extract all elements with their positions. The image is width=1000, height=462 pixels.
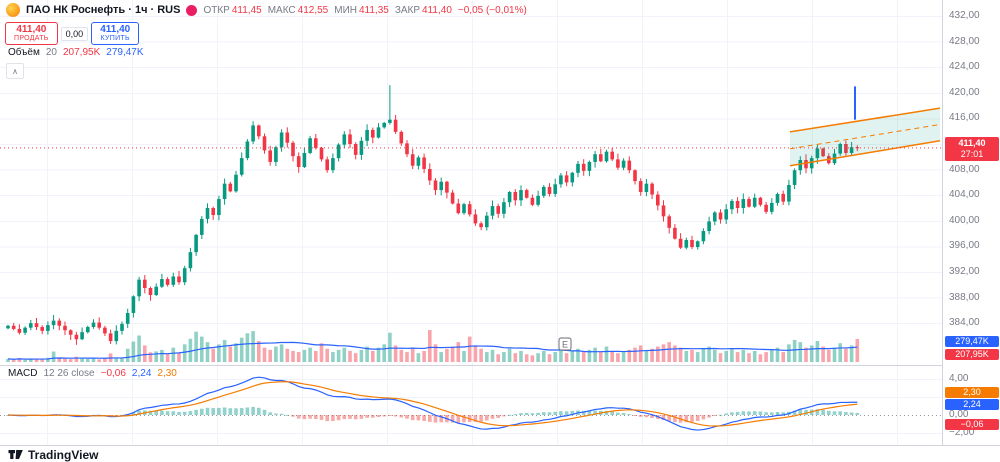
price-axis-label: 396,00 [949,240,980,252]
macd-hist-value: −0,06 [100,368,126,379]
price-axis-label: 392,00 [949,266,980,277]
close-value: 411,40 [422,4,452,16]
chevron-up-icon: ∧ [12,66,18,76]
tradingview-logo-text: TradingView [28,447,99,462]
buy-button[interactable]: 411,40 КУПИТЬ [91,22,140,45]
symbol-legend: ПАО НК Роснефть · 1ч · RUS ОТКР 411,45 МА… [6,3,527,17]
low-value: 411,35 [358,4,389,16]
price-axis-label: 416,00 [949,112,980,124]
candles [6,85,860,345]
volume-legend[interactable]: Объём 20 207,95K 279,47K [8,47,144,58]
macd-signal-badge: 2,30 [945,387,999,398]
trade-panel: 411,40 ПРОДАТЬ 0,00 411,40 КУПИТЬ [5,22,140,45]
symbol-title[interactable]: ПАО НК Роснефть · 1ч · RUS [26,4,181,16]
macd-axis-label: 0,00 [949,409,969,420]
tradingview-logo-icon [8,450,23,459]
price-axis-label: 388,00 [949,291,980,303]
chart-canvas[interactable]: E [0,0,942,445]
current-price-value: 411,40 [958,138,986,148]
volume-name: Объём [8,47,40,58]
spread-value: 0,00 [60,26,89,41]
macd-signal-value: 2,30 [157,368,177,379]
data-provider-icon [186,4,198,16]
volume-ma-badge: 279,47K [945,336,999,347]
buy-label: КУПИТЬ [100,35,130,42]
price-axis-label: 428,00 [949,35,980,47]
price-axis-label: 424,00 [949,61,980,73]
price-axis-label: 408,00 [949,163,980,175]
buy-price: 411,40 [100,24,131,35]
macd-axis-label: 4,00 [949,373,969,384]
open-label: ОТКР [203,4,230,16]
symbol-logo-icon [6,3,20,17]
macd-line-badge: 2,24 [945,399,999,410]
volume-current-badge: 207,95K [945,349,999,360]
volume-bars [6,330,860,362]
price-axis-label: 384,00 [949,317,980,329]
macd-hist-badge: −0,06 [945,419,999,430]
volume-ma-line [7,341,858,360]
tradingview-logo[interactable]: TradingView [8,447,98,462]
price-axis[interactable]: 411,40 27:01 279,47K 207,95K 2,30 2,24 −… [942,0,1000,445]
pane-collapse-button[interactable]: ∧ [6,63,24,79]
volume-value: 207,95K [63,47,101,58]
open-value: 411,45 [231,4,262,16]
macd-line-value: 2,24 [131,368,152,379]
macd-axis-label: −2,00 [949,427,975,438]
high-value: 412,55 [297,4,329,16]
event-marker-label: E [562,340,568,350]
high-label: МАКС [267,4,296,16]
macd-line [7,376,858,431]
sell-label: ПРОДАТЬ [14,35,49,42]
current-price-badge: 411,40 27:01 [945,137,999,161]
price-axis-label: 400,00 [949,214,980,226]
price-axis-label: 404,00 [949,189,980,201]
footer-bar: TradingView [0,445,1000,462]
macd-legend[interactable]: MACD 12 26 close −0,06 2,24 2,30 [8,368,177,379]
price-axis-label: 432,00 [949,10,980,21]
low-label: МИН [334,4,357,16]
sell-price: 411,40 [16,24,47,35]
channel-median-line[interactable] [789,123,941,150]
sell-button[interactable]: 411,40 ПРОДАТЬ [5,22,58,45]
bar-countdown: 27:01 [960,149,984,159]
macd-params: 12 26 close [43,368,95,379]
event-marker-box[interactable] [558,337,572,351]
change-value: −0,05 (−0,01%) [457,4,527,16]
macd-signal-line [7,381,858,427]
price-axis-label: 420,00 [949,86,980,98]
channel-top-line[interactable] [789,107,941,133]
close-label: ЗАКР [394,4,421,16]
channel-bottom-line[interactable] [789,140,941,167]
grid-lines [0,0,942,445]
volume-length: 20 [45,47,57,58]
volume-ma-value: 279,47K [106,47,144,58]
macd-name: MACD [8,368,38,379]
